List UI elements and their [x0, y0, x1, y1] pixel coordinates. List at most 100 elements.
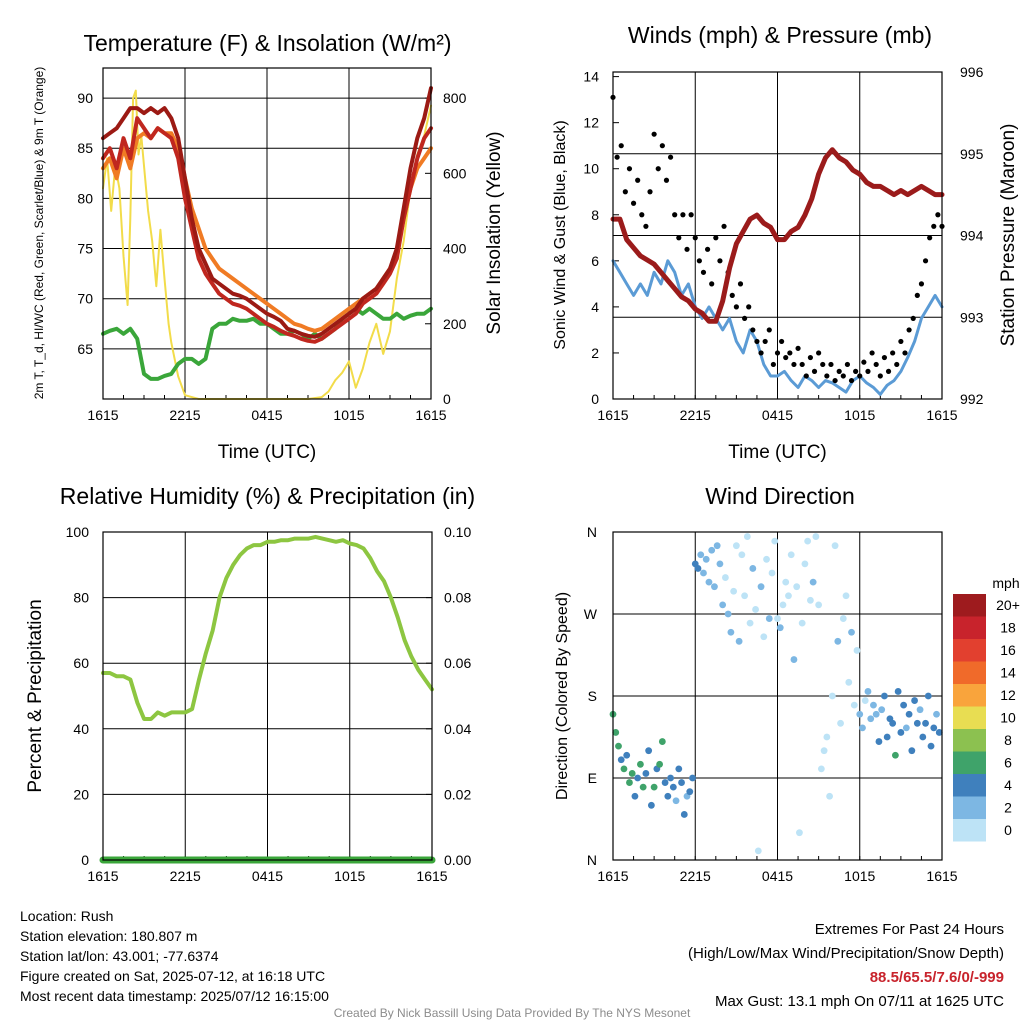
direction-point	[752, 606, 759, 613]
direction-point	[785, 592, 792, 600]
y-tick-label: 80	[73, 590, 89, 606]
gust-point	[906, 327, 912, 333]
wind-line	[611, 259, 944, 396]
y2-axis-label: Solar Insolation (Yellow)	[484, 131, 505, 334]
direction-point	[883, 733, 891, 741]
y-axis-label: Direction (Colored By Speed)	[554, 592, 571, 800]
gust-point	[890, 350, 896, 356]
credit-line: Created By Nick Bassill Using Data Provi…	[333, 1006, 691, 1020]
colorbar-swatch	[953, 729, 986, 752]
direction-point	[719, 601, 727, 609]
gust-point	[659, 143, 665, 149]
y-tick-label: 70	[77, 291, 93, 307]
direction-point	[856, 710, 864, 718]
y-tick-label: 14	[583, 69, 599, 85]
direction-point	[839, 615, 847, 622]
direction-point	[754, 847, 762, 855]
x-tick-label: 1615	[926, 407, 957, 423]
colorbar-label: 12	[1000, 687, 1016, 703]
direction-point	[741, 592, 748, 600]
y2-tick-label: 0.06	[444, 655, 471, 671]
gust-point	[787, 350, 793, 356]
y2-tick-label: 0.02	[444, 786, 471, 802]
direction-point	[889, 719, 897, 727]
direction-point	[686, 788, 694, 796]
direction-point	[916, 706, 924, 714]
y2-tick-label: 600	[443, 165, 467, 181]
y2-tick-label: 994	[960, 228, 984, 244]
direction-point	[793, 583, 801, 591]
direction-point	[831, 542, 839, 550]
direction-point	[787, 551, 795, 559]
direction-point	[768, 569, 776, 577]
gust-point	[820, 361, 826, 368]
y-tick-label: S	[588, 688, 597, 704]
direction-point	[774, 615, 781, 622]
plot-frame	[612, 71, 943, 400]
colorbar-label: 16	[1000, 642, 1016, 658]
direction-point	[763, 555, 770, 563]
direction-point	[922, 719, 929, 727]
gust-point	[853, 368, 859, 374]
direction-point	[804, 537, 812, 545]
gust-point	[754, 338, 760, 345]
gust-point	[840, 373, 846, 379]
gust-point	[803, 373, 809, 379]
x-axis-label: Time (UTC)	[218, 442, 317, 463]
gust-point	[746, 304, 752, 310]
direction-point	[848, 628, 855, 636]
gust-point	[910, 315, 916, 322]
gust-point	[811, 368, 818, 374]
direction-point	[724, 610, 732, 618]
station-latlon: Station lat/lon: 43.001; -77.6374	[20, 948, 219, 964]
direction-point	[823, 733, 831, 741]
direction-point	[678, 779, 685, 786]
direction-point	[680, 811, 688, 818]
direction-point	[897, 729, 905, 736]
direction-point	[826, 792, 833, 800]
gust-point	[709, 281, 715, 287]
gust-point	[729, 292, 735, 298]
gust-point	[700, 269, 707, 275]
gust-point	[885, 368, 892, 374]
pressure-line	[610, 147, 945, 324]
gust-point	[680, 212, 686, 218]
direction-point	[623, 751, 631, 759]
gust-point	[696, 258, 702, 264]
gust-point	[824, 373, 830, 379]
direction-point	[935, 729, 943, 736]
gust-point	[927, 235, 933, 241]
x-tick-label: 2215	[680, 407, 711, 423]
gust-point	[795, 345, 801, 351]
direction-point	[656, 760, 664, 768]
y2-tick-label: 995	[960, 146, 984, 162]
x-tick-label: 1015	[333, 407, 364, 423]
max-gust: Max Gust: 13.1 mph On 07/11 at 1625 UTC	[714, 993, 1004, 1010]
humidity-line	[101, 534, 434, 721]
gust-point	[877, 373, 883, 379]
gust-point	[750, 327, 756, 333]
plot-frame	[102, 531, 433, 861]
gust-point	[733, 304, 739, 310]
colorbar-label: 2	[1004, 800, 1012, 816]
direction-point	[930, 724, 938, 732]
direction-point	[732, 542, 740, 550]
colorbar-unit: mph	[992, 575, 1019, 591]
temperature-chart-title: Temperature (F) & Insolation (W/m²)	[83, 30, 452, 56]
direction-point	[867, 715, 875, 723]
colorbar-label: 6	[1004, 755, 1012, 771]
gust-point	[791, 361, 797, 368]
y2-tick-label: 400	[443, 241, 467, 257]
direction-point	[828, 692, 836, 700]
y-tick-label: 8	[591, 207, 599, 223]
y-tick-label: 80	[77, 190, 93, 206]
direction-point	[634, 774, 642, 782]
y2-tick-label: 0.08	[444, 590, 471, 606]
direction-point	[924, 692, 932, 700]
y-axis-label: Sonic Wind & Gust (Blue, Black)	[552, 120, 569, 349]
direction-point	[620, 765, 628, 773]
y-tick-label: N	[587, 852, 597, 868]
direction-point	[631, 792, 639, 800]
x-tick-label: 1015	[334, 868, 365, 884]
y-tick-label: 0	[81, 852, 89, 868]
